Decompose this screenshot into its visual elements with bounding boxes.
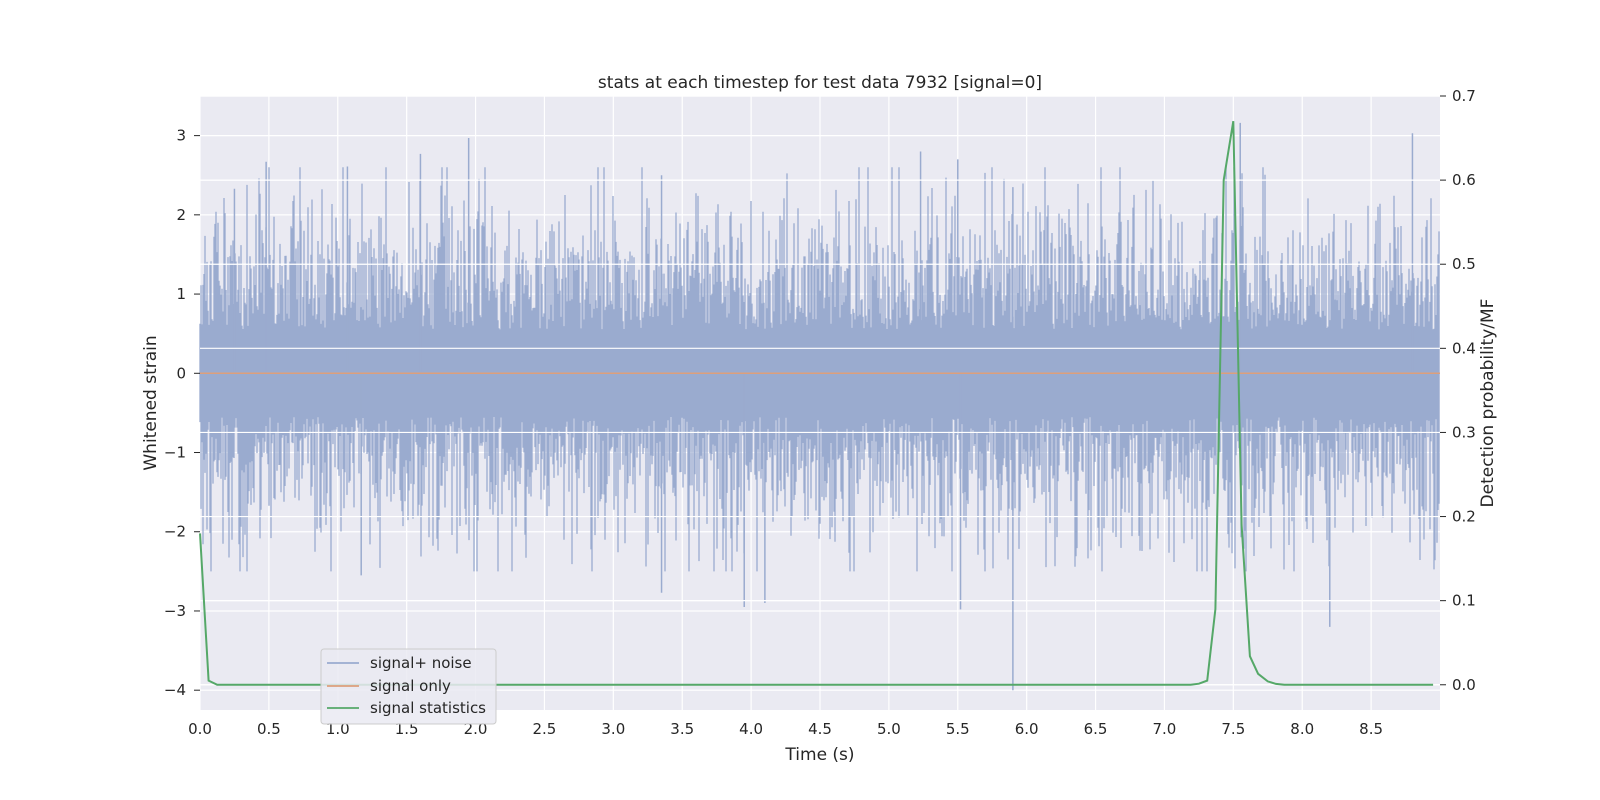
x-axis-label: Time (s) (784, 745, 854, 765)
x-tick-label: 6.5 (1084, 720, 1108, 738)
y2-tick-label: 0.2 (1452, 508, 1476, 526)
y2-axis-ticks: 0.7 0.6 0.5 0.4 0.3 0.2 0.1 0.0 (1440, 87, 1476, 694)
y-tick-label: −2 (164, 523, 186, 541)
x-tick-label: 4.5 (808, 720, 832, 738)
x-tick-label: 2.5 (533, 720, 557, 738)
legend-box (320, 648, 497, 725)
y-tick-label: −1 (164, 444, 186, 462)
y-tick-label: 2 (176, 206, 186, 224)
y-tick-label: 0 (176, 364, 186, 382)
legend-label-signal-noise: signal+ noise (370, 654, 472, 672)
y2-tick-label: 0.3 (1452, 423, 1476, 441)
x-tick-label: 0.0 (188, 720, 212, 738)
y2-tick-label: 0.4 (1452, 339, 1476, 357)
x-tick-label: 7.0 (1153, 720, 1177, 738)
signal-statistics-line (199, 121, 1434, 686)
y-axis-label: Whitened strain (141, 335, 161, 470)
x-tick-label: 8.5 (1359, 720, 1383, 738)
x-tick-label: 3.0 (601, 720, 625, 738)
chart-title: stats at each timestep for test data 793… (598, 73, 1042, 93)
y2-tick-label: 0.1 (1452, 592, 1476, 610)
x-tick-label: 5.5 (946, 720, 970, 738)
x-axis-ticks: 0.0 0.5 1.0 1.5 2.0 2.5 3.0 3.5 4.0 4.5 5.0 5.5 6.0 6… (188, 720, 1383, 738)
grid-right-over (200, 95, 1440, 686)
legend-label-signal-only: signal only (370, 677, 451, 695)
y-tick-label: 3 (176, 127, 186, 145)
x-tick-label: 0.5 (257, 720, 281, 738)
y-tick-label: 1 (176, 285, 186, 303)
x-tick-label: 6.0 (1015, 720, 1039, 738)
x-tick-label: 3.5 (670, 720, 694, 738)
y2-tick-label: 0.7 (1452, 87, 1476, 105)
legend-label-signal-statistics: signal statistics (370, 699, 486, 717)
y-axis-ticks: 3 2 1 0 −1 −2 −3 −4 (164, 127, 200, 699)
y2-tick-label: 0.0 (1452, 676, 1476, 694)
x-tick-label: 4.0 (739, 720, 763, 738)
noise-band (199, 122, 1440, 691)
y-tick-label: −3 (164, 602, 186, 620)
legend: signal+ noise signal only signal statist… (320, 648, 497, 725)
x-tick-label: 5.0 (877, 720, 901, 738)
y2-axis-label: Detection probability/MF (1478, 299, 1498, 508)
y2-tick-label: 0.6 (1452, 171, 1476, 189)
y-tick-label: −4 (164, 681, 186, 699)
x-tick-label: 8.0 (1290, 720, 1314, 738)
y2-tick-label: 0.5 (1452, 255, 1476, 273)
x-tick-label: 7.5 (1221, 720, 1245, 738)
